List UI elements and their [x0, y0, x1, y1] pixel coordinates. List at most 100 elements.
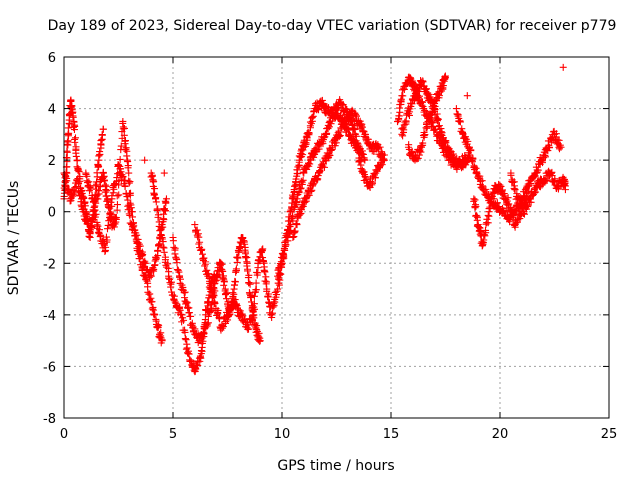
data-point — [507, 171, 515, 179]
x-axis-label: GPS time / hours — [277, 458, 394, 474]
data-point — [157, 231, 165, 239]
data-point — [394, 118, 402, 126]
data-point — [316, 167, 324, 175]
data-point — [195, 240, 203, 248]
data-point — [462, 158, 470, 166]
data-point — [161, 207, 169, 215]
data-point — [159, 243, 167, 251]
data-point — [170, 292, 178, 300]
data-point — [108, 192, 116, 200]
data-point — [121, 183, 129, 191]
data-point — [456, 118, 464, 126]
data-point — [110, 185, 118, 193]
data-point — [441, 74, 449, 82]
data-point — [517, 199, 525, 207]
data-point — [142, 259, 150, 267]
data-point — [177, 310, 185, 318]
data-point — [247, 294, 255, 302]
data-point — [71, 134, 79, 142]
data-point — [286, 208, 294, 216]
data-point — [323, 103, 331, 111]
data-point — [181, 328, 189, 336]
data-point — [282, 241, 290, 249]
data-point — [96, 150, 104, 158]
data-point — [537, 157, 545, 165]
data-point — [222, 295, 230, 303]
data-marks — [60, 63, 569, 376]
data-point — [186, 356, 194, 364]
data-point — [284, 237, 292, 245]
data-point — [195, 233, 203, 241]
data-point — [306, 124, 314, 132]
data-point — [308, 113, 316, 121]
data-point — [148, 298, 156, 306]
data-point — [133, 231, 141, 239]
data-point — [497, 182, 505, 190]
data-point — [114, 161, 122, 169]
data-point — [103, 187, 111, 195]
data-point — [176, 275, 184, 283]
data-point — [87, 185, 95, 193]
data-point — [299, 202, 307, 210]
data-point — [541, 153, 549, 161]
data-point — [250, 300, 258, 308]
data-point — [320, 163, 328, 171]
data-point — [297, 184, 305, 192]
data-point — [256, 334, 264, 342]
data-point — [399, 92, 407, 100]
data-point — [322, 130, 330, 138]
data-point — [90, 203, 98, 211]
data-point — [516, 215, 524, 223]
data-point — [123, 152, 131, 160]
data-point — [271, 298, 279, 306]
plot-frame — [63, 56, 610, 419]
x-tick-label: 15 — [383, 427, 400, 442]
data-point — [464, 137, 472, 145]
data-point — [536, 183, 544, 191]
data-point — [150, 265, 158, 273]
data-point — [198, 334, 206, 342]
data-point — [246, 280, 254, 288]
data-point — [197, 246, 205, 254]
data-point — [236, 243, 244, 251]
data-point — [140, 262, 148, 270]
data-point — [476, 180, 484, 188]
data-point — [296, 210, 304, 218]
data-point — [308, 186, 316, 194]
data-point — [305, 129, 313, 137]
data-point — [252, 286, 260, 294]
data-point — [193, 361, 201, 369]
data-point — [509, 178, 517, 186]
data-point — [73, 157, 81, 165]
data-point — [221, 291, 229, 299]
data-point — [472, 202, 480, 210]
data-point — [238, 310, 246, 318]
data-point — [556, 141, 564, 149]
data-point — [123, 193, 131, 201]
data-point — [147, 294, 155, 302]
data-point — [152, 198, 160, 206]
data-point — [399, 132, 407, 140]
data-point — [240, 237, 248, 245]
data-point — [70, 126, 78, 134]
data-point — [117, 142, 125, 150]
y-tick-label: -8 — [43, 412, 56, 427]
data-point — [504, 194, 512, 202]
data-point — [152, 255, 160, 263]
data-point — [105, 217, 113, 225]
data-point — [431, 102, 439, 110]
data-point — [511, 186, 519, 194]
data-point — [376, 162, 384, 170]
data-point — [474, 223, 482, 231]
data-point — [150, 190, 158, 198]
data-point — [89, 198, 97, 206]
data-point — [476, 224, 484, 232]
outlier-point — [99, 169, 107, 177]
data-point — [116, 155, 124, 163]
data-point — [75, 180, 83, 188]
data-point — [342, 120, 350, 128]
data-point — [184, 303, 192, 311]
data-point — [129, 223, 137, 231]
data-point — [561, 186, 569, 194]
data-point — [419, 141, 427, 149]
